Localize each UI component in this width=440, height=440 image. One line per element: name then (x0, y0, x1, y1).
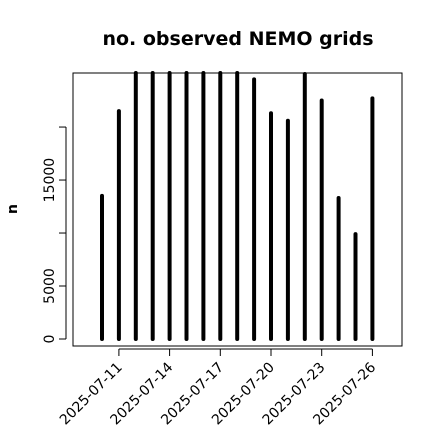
y-axis: 0 5000 15000 (42, 126, 67, 344)
y-tick-label: 15000 (42, 158, 58, 203)
y-tick-label: 0 (42, 335, 58, 344)
y-tick-label: 5000 (42, 268, 58, 304)
x-axis: 2025-07-112025-07-142025-07-172025-07-20… (57, 348, 379, 428)
chart-title: no. observed NEMO grids (102, 28, 373, 50)
y-axis-label: n (5, 204, 21, 214)
bars-group (100, 71, 375, 341)
